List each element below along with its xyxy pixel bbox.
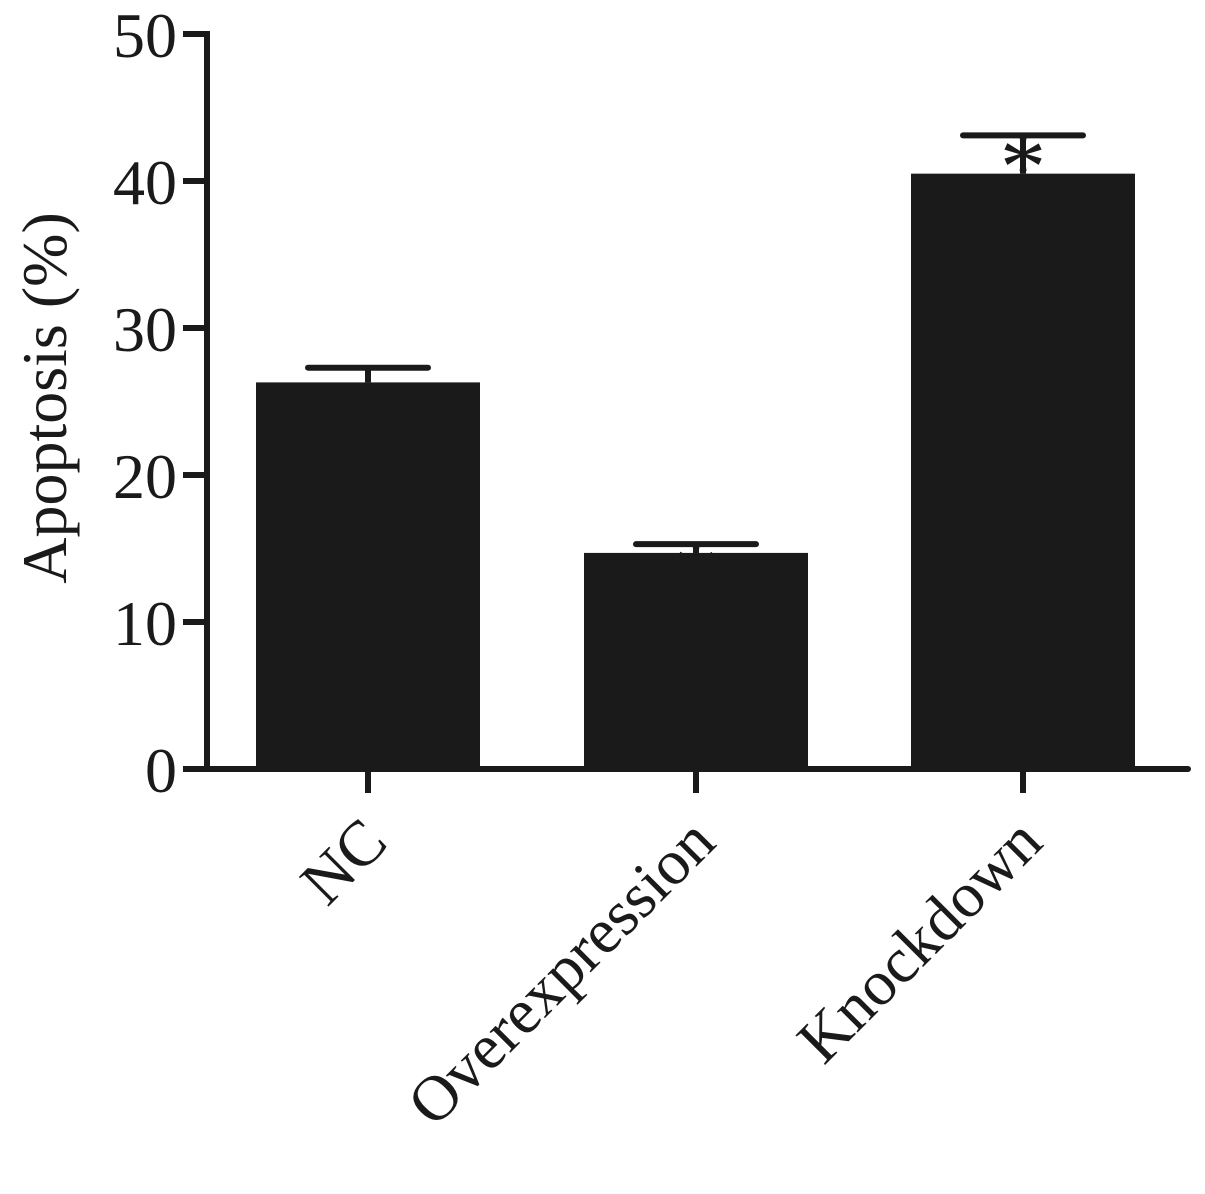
y-tick-label: 50 [113, 0, 177, 71]
x-tick-label: Overexpression [394, 805, 728, 1139]
y-axis-title: Apoptosis (%) [9, 212, 80, 584]
y-tick-label: 20 [113, 441, 177, 512]
significance-asterisk: * [673, 524, 719, 626]
x-tick-label: Knockdown [783, 805, 1054, 1076]
y-tick-label: 40 [113, 147, 177, 218]
bar-knockdown [911, 173, 1135, 769]
y-tick-label: 0 [145, 735, 177, 806]
y-tick-label: 30 [113, 294, 177, 365]
significance-asterisk: * [1000, 115, 1046, 217]
bar-nc [256, 382, 480, 769]
x-tick-label: NC [287, 805, 400, 918]
bar-overexpression [584, 552, 808, 769]
plot-area: NC * Overexpression * Knockdown 0 10 20 30 40 50 [113, 0, 1191, 1139]
y-tick-label: 10 [113, 588, 177, 659]
